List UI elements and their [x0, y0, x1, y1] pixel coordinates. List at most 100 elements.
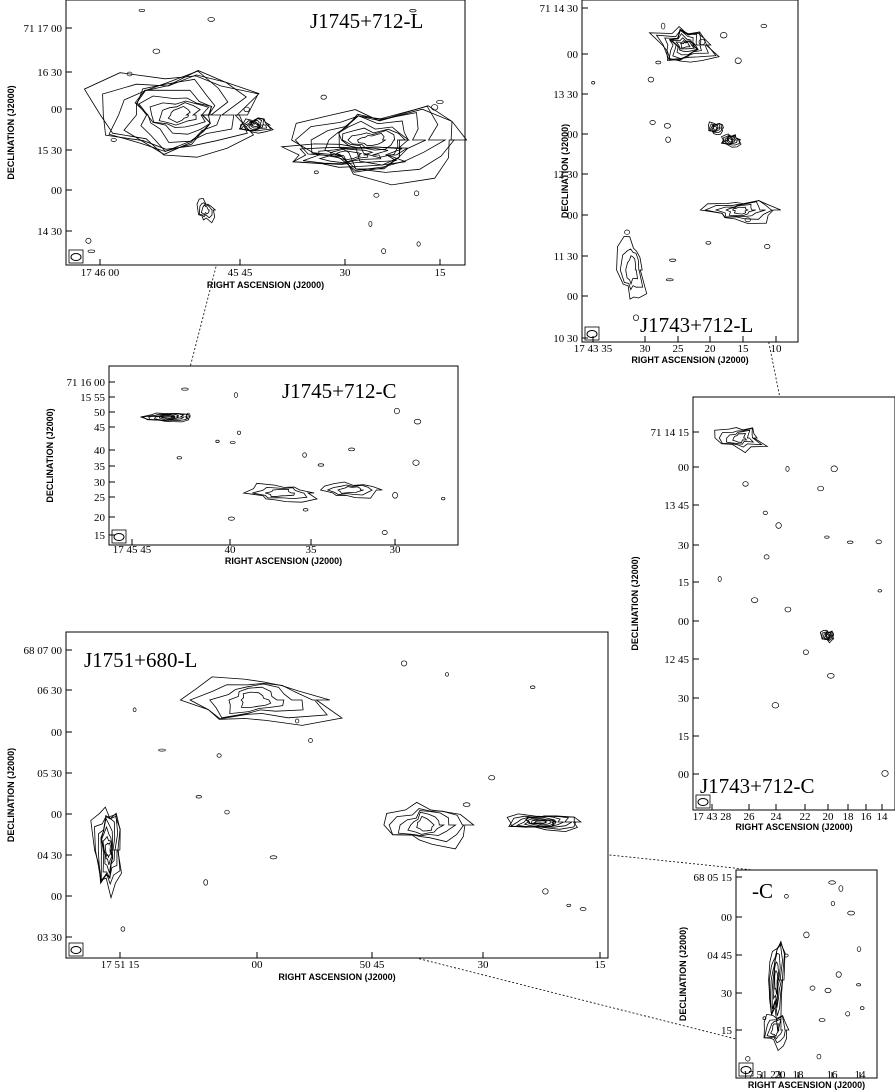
noise-contour [233, 392, 238, 398]
noise-contour [416, 241, 421, 247]
contour [407, 811, 446, 835]
contour [357, 132, 387, 147]
y-tick-label: 03 30 [37, 932, 62, 944]
contour [720, 134, 740, 146]
y-tick-label: 50 [94, 407, 106, 419]
contour [83, 72, 259, 158]
beam [70, 946, 82, 954]
noise-contour [762, 510, 768, 516]
contour [338, 115, 409, 170]
noise-contour [566, 903, 572, 907]
noise-contour [784, 894, 789, 899]
noise-contour [368, 220, 373, 227]
noise-contour [881, 770, 889, 777]
panel-title: -C [752, 879, 773, 903]
noise-contour [802, 649, 809, 655]
noise-contour [441, 496, 446, 501]
y-tick-label: 00 [721, 912, 733, 924]
map-panel: J1745+712-L 71 17 00 16 30 00 15 30 00 14 30 17… [6, 0, 468, 290]
contour [94, 812, 121, 886]
noise-contour [875, 539, 882, 545]
y-tick-label: 06 30 [37, 685, 62, 697]
x-axis-label: RIGHT ASCENSION (J2000) [631, 355, 748, 365]
noise-contour [750, 597, 759, 603]
y-axis-label: DECLINATION (J2000) [6, 748, 16, 842]
y-tick-label: 68 07 00 [24, 645, 63, 657]
noise-contour [647, 76, 655, 83]
noise-contour [838, 885, 844, 892]
noise-contour [445, 672, 449, 677]
contour [189, 682, 328, 720]
x-tick-label: 17 43 35 [574, 343, 613, 355]
noise-contour [224, 809, 230, 815]
noise-contour [373, 192, 380, 198]
contour [238, 117, 272, 132]
y-tick-label: 15 [721, 1025, 733, 1037]
contour [167, 105, 191, 123]
noise-contour [381, 530, 388, 535]
noise-contour [313, 170, 319, 175]
x-axis-label: RIGHT ASCENSION (J2000) [207, 280, 324, 290]
y-axis-label: DECLINATION (J2000) [45, 408, 55, 502]
noise-contour [665, 278, 674, 282]
noise-contour [579, 907, 587, 912]
contour [251, 123, 260, 128]
noise-contour [348, 447, 355, 452]
noise-contour [856, 983, 862, 987]
contour [196, 197, 217, 224]
contour [161, 415, 174, 419]
noise-contour [847, 540, 854, 544]
y-axis-label: DECLINATION (J2000) [678, 927, 688, 1021]
y-tick-label: 00 [51, 185, 63, 197]
contour [334, 150, 363, 161]
y-axis-label: DECLINATION (J2000) [6, 85, 16, 179]
y-tick-label: 20 [94, 512, 106, 524]
contour [388, 808, 465, 843]
noise-contour [663, 123, 671, 129]
noise-contour [816, 1053, 822, 1060]
noise-contour [269, 855, 278, 860]
contour [825, 632, 830, 640]
x-tick-label: 17 46 00 [81, 267, 120, 279]
beam [740, 1066, 752, 1074]
beam [113, 533, 125, 541]
noise-contour [817, 485, 825, 492]
noise-contour [203, 879, 209, 886]
x-tick-label: 18 [843, 811, 855, 823]
noise-contour [530, 685, 536, 689]
map-panel: J1745+712-C 71 16 00 15 55 50 45 40 35 30 25 20 15… [45, 365, 459, 566]
y-tick-label: 15 55 [80, 392, 105, 404]
contour [718, 427, 763, 448]
y-tick-label: 04 45 [707, 950, 732, 962]
contour [533, 820, 548, 824]
y-tick-label: 00 [51, 727, 63, 739]
noise-contour [542, 888, 549, 895]
y-tick-label: 15 [678, 731, 690, 743]
contour [149, 100, 210, 128]
noise-contour [87, 249, 96, 254]
x-tick-label: 15 [435, 267, 447, 279]
contour [709, 123, 722, 133]
y-tick-label: 00 [678, 616, 690, 628]
contour [721, 134, 738, 145]
y-tick-label: 00 [51, 809, 63, 821]
contour [248, 119, 262, 131]
noise-contour [824, 987, 832, 994]
contour [90, 806, 122, 900]
y-tick-label: 00 [567, 291, 579, 303]
y-tick-label: 00 [567, 210, 579, 222]
contour [100, 817, 114, 880]
y-tick-label: 71 16 00 [67, 377, 106, 389]
contour [319, 481, 383, 499]
map-panel: J1751+680-L 68 07 00 06 30 00 05 30 00 04 30 00… [6, 631, 609, 982]
noise-contour [488, 775, 496, 781]
contour [291, 146, 403, 165]
noise-contour [827, 673, 835, 679]
contour [764, 1015, 786, 1044]
noise-contour [734, 57, 742, 64]
beam-box [68, 249, 84, 264]
panel-frame [65, 0, 466, 266]
beam-box [738, 1062, 754, 1077]
noise-contour [158, 748, 166, 752]
